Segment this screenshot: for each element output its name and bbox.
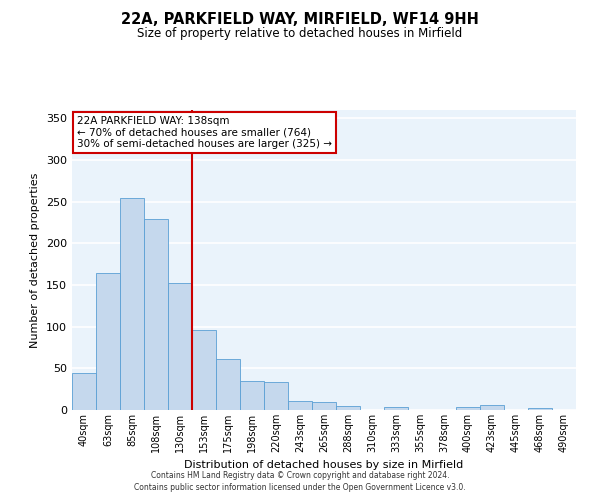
Text: Contains HM Land Registry data © Crown copyright and database right 2024.: Contains HM Land Registry data © Crown c… (151, 470, 449, 480)
Bar (384, 406, 408, 410)
Bar (528, 408, 552, 410)
Bar (264, 382, 288, 410)
Bar (288, 401, 312, 410)
Text: Size of property relative to detached houses in Mirfield: Size of property relative to detached ho… (137, 28, 463, 40)
Bar (120, 198, 144, 410)
Bar (72, 374, 96, 410)
Bar (96, 272, 120, 410)
Bar (336, 406, 360, 410)
Text: 22A PARKFIELD WAY: 138sqm
← 70% of detached houses are smaller (764)
30% of semi: 22A PARKFIELD WAY: 138sqm ← 70% of detac… (77, 116, 332, 149)
X-axis label: Distribution of detached houses by size in Mirfield: Distribution of detached houses by size … (184, 460, 464, 470)
Text: Contains public sector information licensed under the Open Government Licence v3: Contains public sector information licen… (134, 483, 466, 492)
Bar (240, 381, 264, 410)
Bar (312, 402, 336, 410)
Bar (168, 284, 192, 410)
Bar (192, 330, 216, 410)
Text: 22A, PARKFIELD WAY, MIRFIELD, WF14 9HH: 22A, PARKFIELD WAY, MIRFIELD, WF14 9HH (121, 12, 479, 28)
Bar (456, 406, 480, 410)
Y-axis label: Number of detached properties: Number of detached properties (31, 172, 40, 348)
Bar (216, 359, 240, 410)
Bar (144, 219, 168, 410)
Bar (480, 405, 504, 410)
